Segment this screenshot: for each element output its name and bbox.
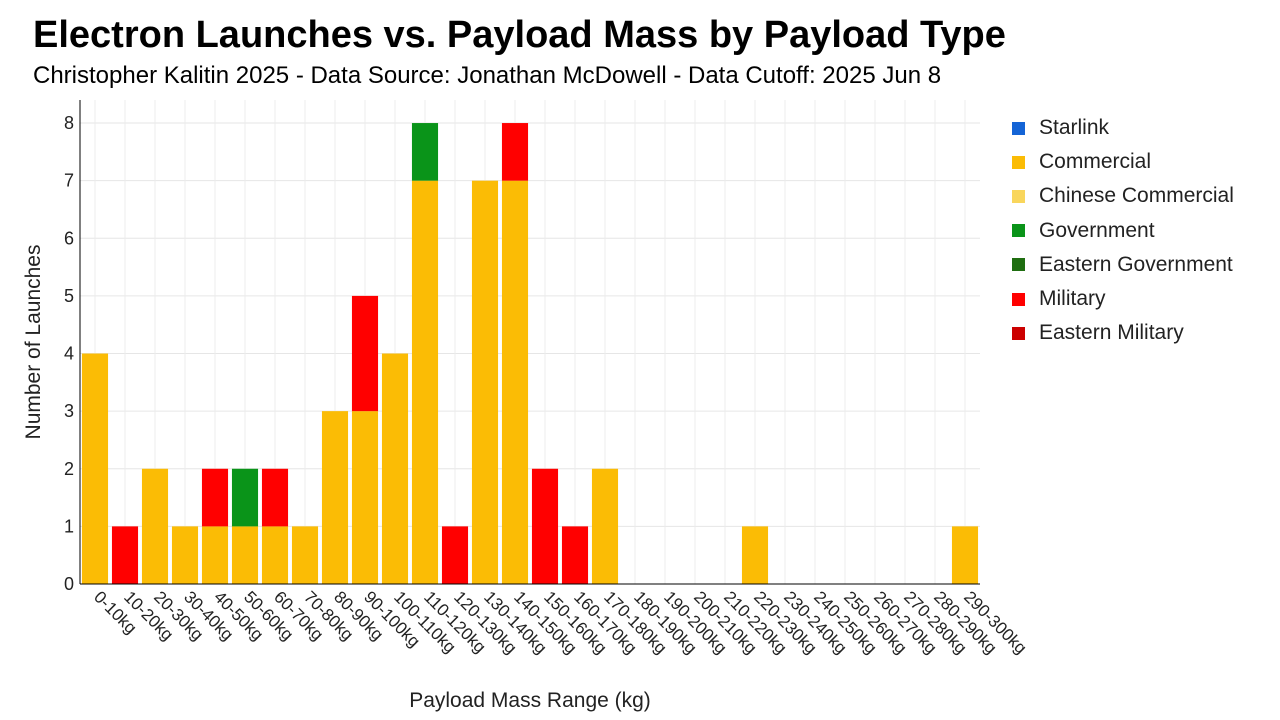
legend-label: Government xyxy=(1039,218,1155,242)
bar-commercial xyxy=(141,468,169,584)
legend-swatch xyxy=(1012,155,1025,169)
y-tick-label: 7 xyxy=(64,171,74,191)
legend-label: Eastern Military xyxy=(1039,321,1184,345)
bar-military xyxy=(531,468,559,584)
legend-item[interactable]: Government xyxy=(1012,214,1234,248)
legend-swatch xyxy=(1012,326,1025,340)
legend-swatch xyxy=(1012,189,1025,203)
legend-swatch xyxy=(1012,121,1025,135)
bar-group xyxy=(81,123,979,584)
bar-commercial xyxy=(591,468,619,584)
legend-item[interactable]: Commercial xyxy=(1012,145,1234,179)
bar-commercial xyxy=(261,526,289,584)
legend-label: Starlink xyxy=(1039,116,1110,140)
bar-commercial xyxy=(501,180,529,584)
y-tick-label: 4 xyxy=(64,344,74,364)
bar-military xyxy=(561,526,589,584)
bar-military xyxy=(501,123,529,181)
bar-commercial xyxy=(381,353,409,584)
bar-military xyxy=(201,468,229,527)
x-axis-label: Payload Mass Range (kg) xyxy=(409,689,651,712)
bar-military xyxy=(351,295,379,412)
bar-commercial xyxy=(351,411,379,584)
bar-commercial xyxy=(321,411,349,584)
bar-commercial xyxy=(411,180,439,584)
bar-commercial xyxy=(81,353,109,584)
y-tick-label: 6 xyxy=(64,228,74,248)
axes xyxy=(79,100,980,585)
legend-swatch xyxy=(1012,258,1025,272)
y-tick-label: 3 xyxy=(64,401,74,421)
legend-item[interactable]: Eastern Government xyxy=(1012,248,1234,282)
chart-subtitle: Christopher Kalitin 2025 - Data Source: … xyxy=(33,62,942,89)
bar-commercial xyxy=(471,180,499,584)
legend-item[interactable]: Chinese Commercial xyxy=(1012,179,1234,213)
bar-commercial xyxy=(201,526,229,584)
legend: Starlink Commercial Chinese Commercial Gove… xyxy=(1012,111,1234,350)
y-tick-label: 8 xyxy=(64,113,74,133)
legend-item[interactable]: Eastern Military xyxy=(1012,316,1234,350)
legend-swatch xyxy=(1012,224,1025,238)
legend-label: Military xyxy=(1039,287,1106,311)
bar-commercial xyxy=(171,526,199,584)
bar-commercial xyxy=(741,526,769,584)
y-axis-label: Number of Launches xyxy=(22,245,45,440)
bar-commercial xyxy=(231,526,259,584)
legend-item[interactable]: Military xyxy=(1012,282,1234,316)
y-tick-label: 1 xyxy=(64,516,74,536)
y-tick-label: 0 xyxy=(64,574,74,594)
bar-commercial xyxy=(291,526,319,584)
legend-label: Chinese Commercial xyxy=(1039,184,1234,208)
bar-military xyxy=(111,526,139,584)
y-tick-label: 5 xyxy=(64,286,74,306)
bar-military xyxy=(261,468,289,527)
chart-title: Electron Launches vs. Payload Mass by Pa… xyxy=(33,14,1006,56)
y-tick-labels: 0 1 2 3 4 5 6 7 8 xyxy=(64,113,74,594)
legend-label: Eastern Government xyxy=(1039,252,1233,276)
legend-item[interactable]: Starlink xyxy=(1012,111,1234,145)
legend-label: Commercial xyxy=(1039,150,1152,174)
bar-commercial xyxy=(951,526,979,584)
bar-government xyxy=(231,468,259,527)
x-tick-labels: 0-10kg10-20kg20-30kg30-40kg40-50kg50-60k… xyxy=(90,587,1030,657)
bar-government xyxy=(411,123,439,181)
bar-military xyxy=(441,526,469,584)
legend-swatch xyxy=(1012,292,1025,306)
y-tick-label: 2 xyxy=(64,459,74,479)
